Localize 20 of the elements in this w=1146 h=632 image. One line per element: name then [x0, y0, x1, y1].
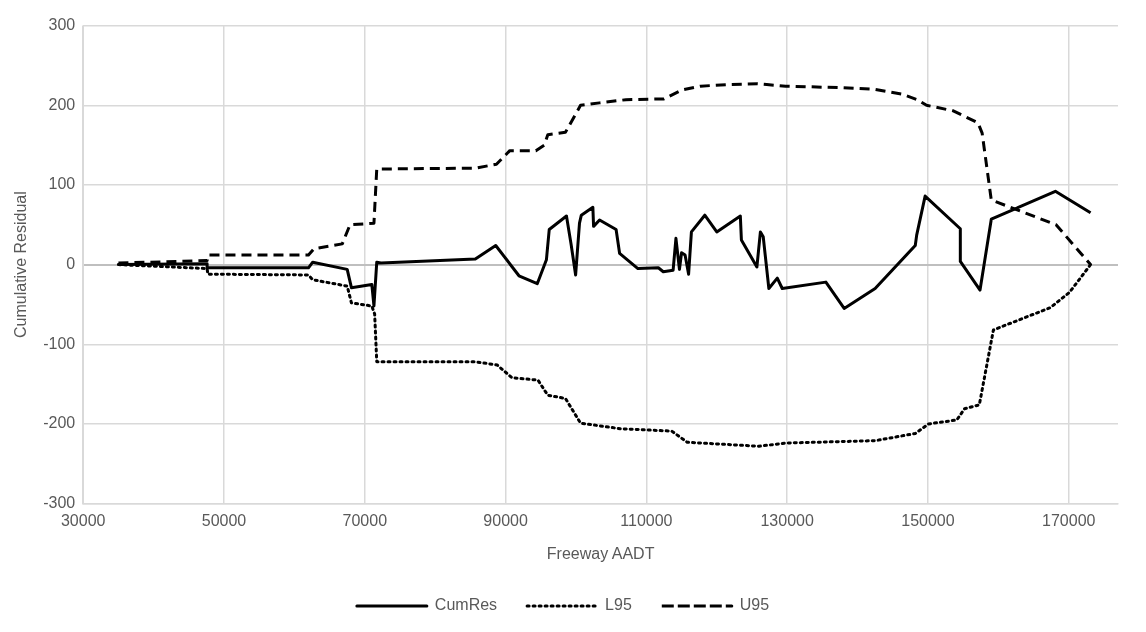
x-tick-label: 90000 — [483, 511, 528, 529]
x-tick-label: 150000 — [901, 511, 955, 529]
y-tick-label: 100 — [48, 175, 76, 193]
y-tick-label: -200 — [43, 414, 76, 432]
y-tick-label: 200 — [48, 95, 76, 113]
x-axis-title: Freeway AADT — [546, 544, 655, 562]
x-tick-label: 50000 — [201, 511, 247, 529]
y-tick-label: 300 — [48, 16, 76, 34]
x-tick-label: 110000 — [620, 511, 673, 529]
y-tick-label: -100 — [43, 334, 76, 352]
x-tick-label: 30000 — [60, 511, 106, 529]
legend-label: L95 — [605, 596, 632, 614]
x-tick-label: 170000 — [1042, 511, 1096, 529]
legend-label: U95 — [739, 596, 770, 614]
y-axis-title: Cumulative Residual — [12, 191, 30, 338]
y-tick-label: -300 — [43, 494, 76, 512]
y-tick-label: 0 — [66, 255, 76, 273]
legend-label: CumRes — [434, 596, 498, 614]
x-tick-label: 70000 — [342, 511, 388, 529]
x-tick-label: 130000 — [760, 511, 814, 529]
